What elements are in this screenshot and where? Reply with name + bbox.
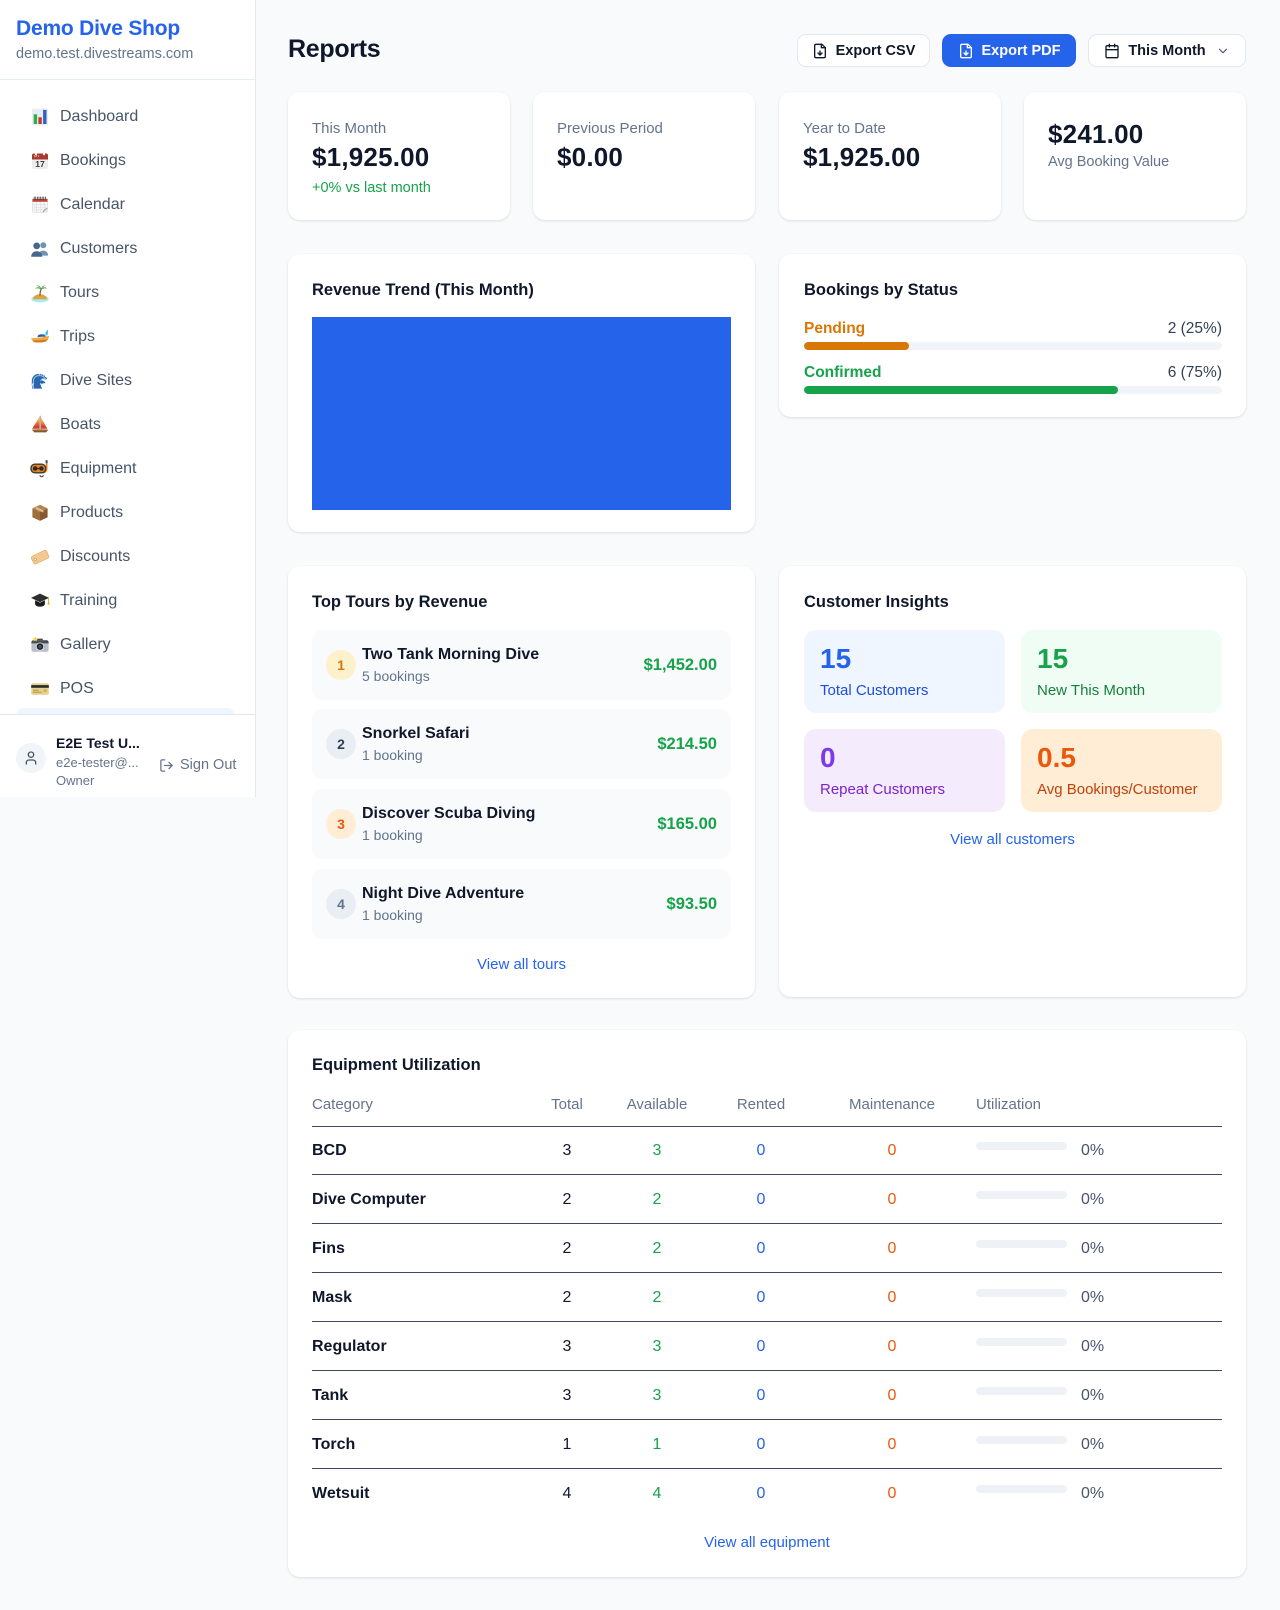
svg-text:17: 17 [35,159,45,169]
